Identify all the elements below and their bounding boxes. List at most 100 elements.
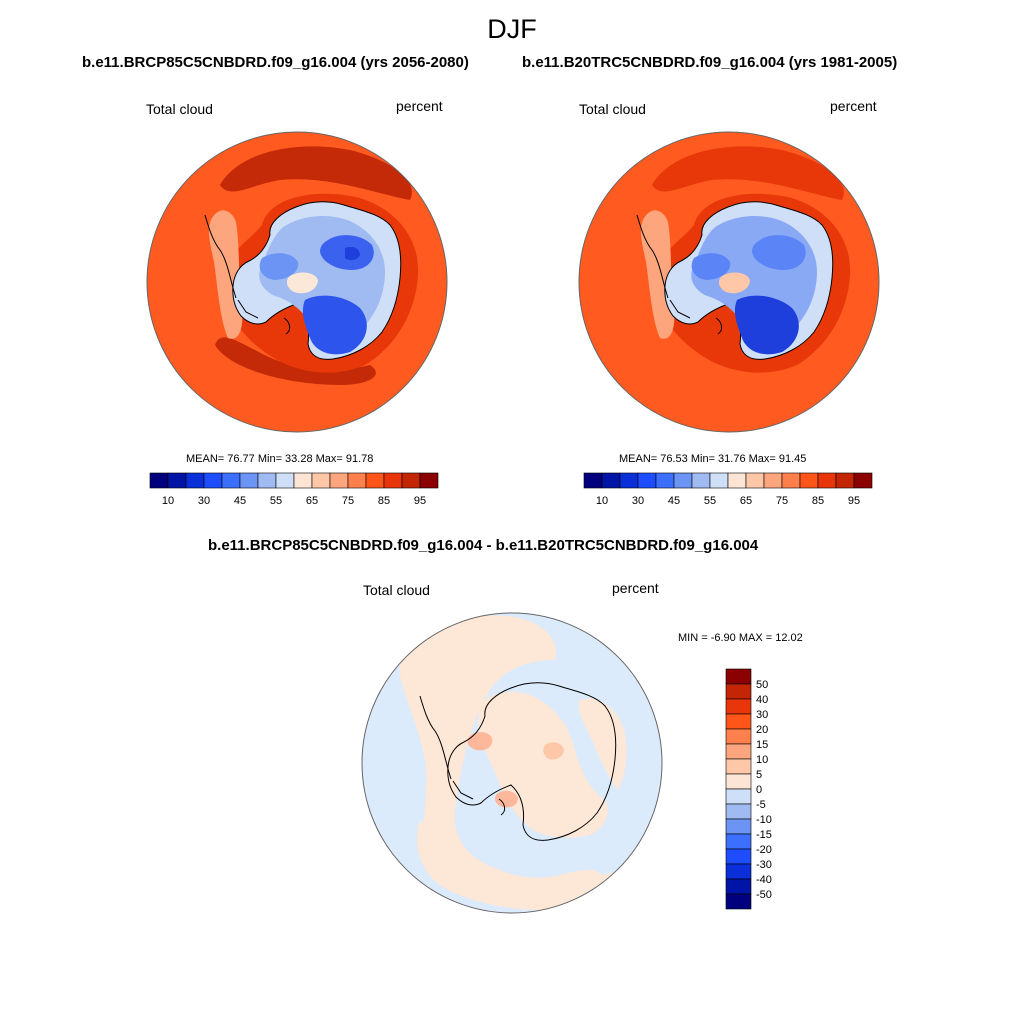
panel-1-labelbar-color-box (347, 472, 367, 489)
panel-2-labelbar-tick-label: 95 (848, 495, 860, 507)
panel-1-west-margin (208, 210, 243, 339)
panel-1-map (146, 131, 448, 433)
difference-labelbar-tick-label: 40 (756, 694, 768, 706)
difference-coast-detail (452, 780, 506, 816)
panel-2-labelbar-color-box (673, 472, 693, 489)
panel-2-labelbar-color-box (853, 472, 873, 489)
panel-1-labelbar-tick-label: 95 (414, 495, 426, 507)
difference-labelbar-tick-label: 50 (756, 679, 768, 691)
panel-2-labelbar-tick-label: 45 (668, 495, 680, 507)
difference-labelbar-color-box (725, 668, 752, 685)
difference-labelbar-tick-label: -5 (756, 799, 766, 811)
panel-2-peninsula (636, 214, 669, 299)
panel-1-labelbar-color-box (239, 472, 259, 489)
difference-labelbar-color-box (725, 863, 752, 880)
panel-2-labelbar-color-box (691, 472, 711, 489)
difference-labelbar-tick-label: -10 (756, 814, 772, 826)
difference-labelbar-color-box (725, 893, 752, 910)
panel-2-labelbar-tick-label: 55 (704, 495, 716, 507)
panel-1-labelbar-tick-label: 55 (270, 495, 282, 507)
difference-labelbar-color-box (725, 833, 752, 850)
panel-1-labelbar-color-box (365, 472, 385, 489)
panel-2-labelbar-color-box (799, 472, 819, 489)
panel-1-blob-east-core (345, 246, 360, 261)
panel-1-blob-south (302, 295, 367, 355)
panel-1-dark-band-south (215, 337, 376, 385)
panel-1-labelbar-color-box (167, 472, 187, 489)
difference-labelbar-color-box (725, 848, 752, 865)
panel-1-title: b.e11.BRCP85C5CNBDRD.f09_g16.004 (yrs 20… (82, 54, 469, 71)
difference-labelbar-color-box (725, 743, 752, 760)
difference-map (361, 612, 663, 914)
panel-2-title: b.e11.B20TRC5CNBDRD.f09_g16.004 (yrs 198… (522, 54, 898, 71)
difference-labelbar-tick-label: -20 (756, 844, 772, 856)
difference-labelbar-color-box (725, 773, 752, 790)
panel-2-west-margin (640, 210, 675, 339)
panel-1-stats: MEAN= 76.77 Min= 33.28 Max= 91.78 (186, 453, 374, 465)
panel-1-labelbar-color-box (257, 472, 277, 489)
panel-2-labelbar-color-box (817, 472, 837, 489)
panel-2-labelbar-color-box (637, 472, 657, 489)
difference-labelbar-color-box (725, 803, 752, 820)
difference-labelbar-tick-label: 10 (756, 754, 768, 766)
difference-title: b.e11.BRCP85C5CNBDRD.f09_g16.004 - b.e11… (208, 537, 759, 554)
panel-2-labelbar-tick-label: 30 (632, 495, 644, 507)
panel-2-dark-band-north (652, 146, 844, 200)
panel-1-blob-west (259, 253, 299, 280)
panel-1-labelbar-color-box (203, 472, 223, 489)
panel-2-labelbar-color-box (745, 472, 765, 489)
panel-2-labelbar-color-box (781, 472, 801, 489)
panel-2-labelbar-color-box (763, 472, 783, 489)
difference-peak-west (467, 732, 493, 751)
panel-1-labelbar-tick-label: 45 (234, 495, 246, 507)
difference-labelbar-color-box (725, 683, 752, 700)
panel-2-stats: MEAN= 76.53 Min= 31.76 Max= 91.45 (619, 453, 807, 465)
panel-2-labelbar-color-box (601, 472, 621, 489)
panel-2-coast-detail (669, 299, 723, 335)
panel-1-labelbar-color-box (149, 472, 169, 489)
panel-2-labelbar-color-box (583, 472, 603, 489)
difference-peak-east (543, 742, 564, 760)
difference-labelbar-color-box (725, 713, 752, 730)
panel-1-peninsula (204, 214, 237, 299)
difference-labelbar-tick-label: 15 (756, 739, 768, 751)
panel-1-labelbar-tick-label: 10 (162, 495, 174, 507)
difference-labelbar-tick-label: 20 (756, 724, 768, 736)
panel-1-variable-label: Total cloud (146, 101, 213, 117)
panel-1-labelbar-tick-label: 65 (306, 495, 318, 507)
panel-2-labelbar-tick-label: 10 (596, 495, 608, 507)
difference-map-border (361, 612, 663, 914)
panel-2-warm-interior (718, 272, 750, 294)
panel-1-labelbar-color-box (221, 472, 241, 489)
panel-2-variable-label: Total cloud (579, 101, 646, 117)
difference-variable-label: Total cloud (363, 582, 430, 598)
difference-labelbar-color-box (725, 758, 752, 775)
panel-2-labelbar-tick-label: 65 (740, 495, 752, 507)
panel-2-blob-east (752, 235, 806, 270)
difference-labelbar-color-box (725, 728, 752, 745)
panel-1-labelbar-tick-label: 85 (378, 495, 390, 507)
panel-1-labelbar-color-box (185, 472, 205, 489)
panel-1-labelbar-color-box (419, 472, 439, 489)
panel-1-map-border (146, 131, 448, 433)
panel-1-labelbar-tick-label: 30 (198, 495, 210, 507)
panel-2-blob-south (734, 295, 799, 355)
panel-2-labelbar-tick-label: 75 (776, 495, 788, 507)
panel-1-warm-interior (286, 272, 318, 294)
difference-positive-south (416, 820, 633, 911)
panel-1-labelbar-color-box (401, 472, 421, 489)
panel-1-labelbar: 10 30 45 55 65 75 85 95 (149, 472, 439, 507)
panel-1-labelbar-color-box (275, 472, 295, 489)
panel-2-labelbar-color-box (727, 472, 747, 489)
difference-labelbar-tick-label: -30 (756, 859, 772, 871)
difference-peninsula (419, 695, 452, 780)
difference-labelbar-tick-label: -15 (756, 829, 772, 841)
panel-1-labelbar-color-box (311, 472, 331, 489)
panel-1-labelbar-color-box (383, 472, 403, 489)
panel-2-labelbar-color-box (835, 472, 855, 489)
difference-labelbar-color-box (725, 788, 752, 805)
panel-2-labelbar-color-box (709, 472, 729, 489)
panel-2-map (578, 131, 880, 433)
